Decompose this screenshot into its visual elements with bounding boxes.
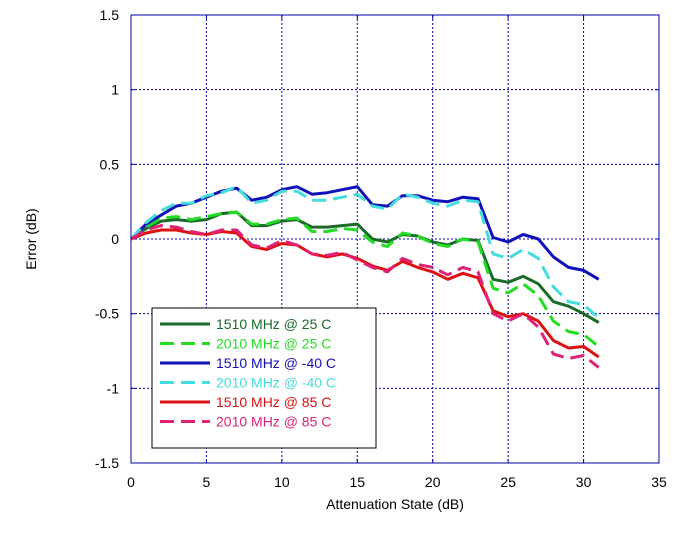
x-tick-label: 20 (425, 474, 441, 490)
x-tick-label: 25 (500, 474, 516, 490)
x-tick-label: 30 (576, 474, 592, 490)
y-tick-label: -0.5 (95, 306, 119, 322)
legend-label: 2010 MHz @ 25 C (216, 336, 331, 352)
y-tick-label: 1 (111, 82, 119, 98)
x-axis-label: Attenuation State (dB) (326, 496, 464, 512)
x-tick-label: 35 (651, 474, 667, 490)
series-line-4 (129, 185, 600, 320)
legend-label: 1510 MHz @ 25 C (216, 316, 331, 332)
series-line-1 (130, 210, 600, 324)
series-layer (129, 185, 600, 369)
plot-frame (130, 14, 660, 464)
series-line-2 (130, 210, 600, 348)
x-tick-label: 15 (349, 474, 365, 490)
x-tick-label: 5 (203, 474, 211, 490)
legend-label: 2010 MHz @ 85 C (216, 414, 331, 430)
x-tick-label: 0 (127, 474, 135, 490)
y-tick-label: -1 (107, 380, 120, 396)
legend-label: 1510 MHz @ 85 C (216, 394, 331, 410)
y-tick-label: 0.5 (100, 156, 120, 172)
y-axis-label: Error (dB) (23, 208, 39, 269)
tick-labels: 0 5 10 15 20 25 30 35 1.5 1 0.5 0 -0.5 -1 -1.5 (95, 7, 667, 490)
series-line-6 (130, 224, 600, 369)
y-tick-label: 0 (111, 231, 119, 247)
legend-label: 2010 MHz @ -40 C (216, 375, 336, 391)
y-tick-label: -1.5 (95, 455, 119, 471)
legend-label: 1510 MHz @ -40 C (216, 355, 336, 371)
x-tick-label: 10 (274, 474, 290, 490)
legend-box (151, 307, 377, 449)
y-tick-label: 1.5 (100, 7, 120, 23)
legend: 1510 MHz @ 25 C 2010 MHz @ 25 C 1510 MHz @… (151, 307, 377, 449)
